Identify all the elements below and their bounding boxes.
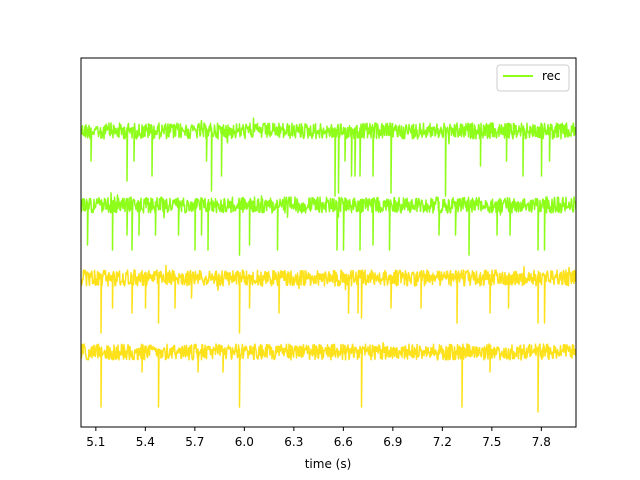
- x-tick-label: 5.7: [185, 435, 204, 449]
- x-tick-label: 6.9: [383, 435, 402, 449]
- x-tick-label: 6.3: [284, 435, 303, 449]
- trace-channel-0: [81, 117, 576, 197]
- legend-box: [496, 64, 570, 92]
- trace-channel-3: [81, 342, 576, 413]
- x-axis-ticks: 5.1 5.4 5.7 6.0 6.3 6.6 6.9 7.2 7.5 7.8: [86, 427, 551, 449]
- x-tick-label: 7.8: [532, 435, 551, 449]
- x-tick-label: 7.2: [433, 435, 452, 449]
- x-tick-label: 7.5: [482, 435, 501, 449]
- x-axis-label: time (s): [305, 457, 352, 471]
- x-tick-label: 5.1: [86, 435, 105, 449]
- trace-channel-1: [81, 192, 576, 256]
- legend: rec: [496, 64, 570, 92]
- trace-channel-2: [81, 264, 576, 334]
- traces-group: [81, 117, 576, 413]
- x-tick-label: 6.0: [235, 435, 254, 449]
- legend-label-rec: rec: [542, 69, 561, 83]
- x-tick-label: 5.4: [136, 435, 155, 449]
- axes-frame: [80, 57, 577, 428]
- x-tick-label: 6.6: [334, 435, 353, 449]
